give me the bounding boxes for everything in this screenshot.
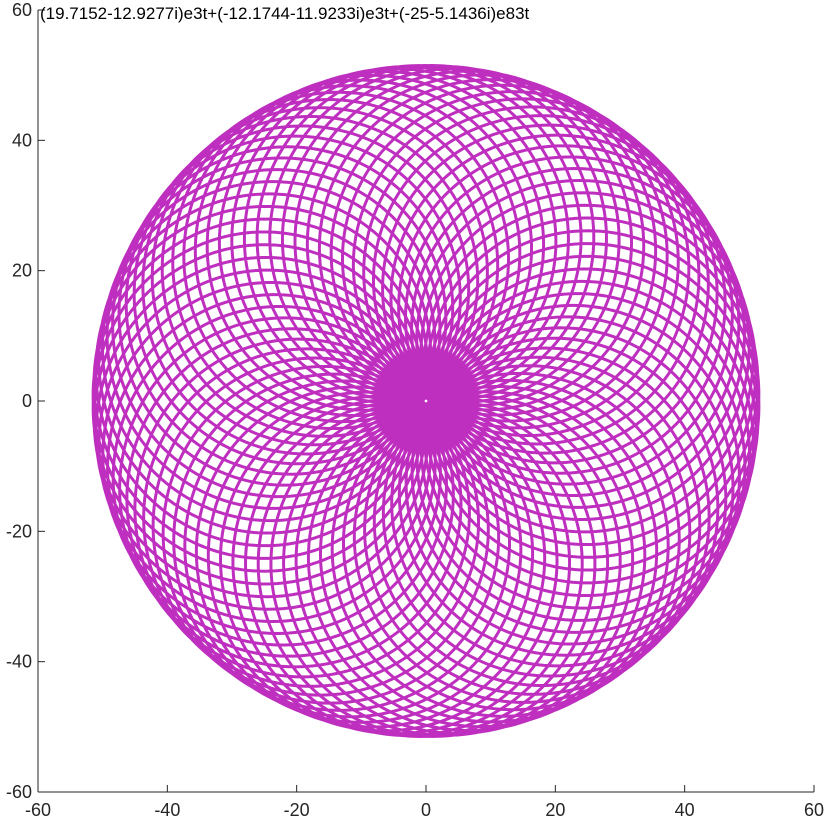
y-tick-label: 40 bbox=[12, 130, 32, 150]
x-tick-label: 20 bbox=[545, 800, 565, 820]
x-tick-label: -40 bbox=[154, 800, 180, 820]
x-tick-label: -60 bbox=[25, 800, 51, 820]
x-tick-label: 40 bbox=[675, 800, 695, 820]
chart-title: (19.7152-12.9277i)e3t+(-12.1744-11.9233i… bbox=[40, 4, 530, 23]
x-tick-label: 60 bbox=[804, 800, 824, 820]
curve-group bbox=[91, 64, 761, 738]
y-tick-label: -60 bbox=[6, 782, 32, 802]
x-tick-label: -20 bbox=[284, 800, 310, 820]
series-line-0 bbox=[91, 64, 761, 738]
y-tick-label: 0 bbox=[22, 391, 32, 411]
y-tick-label: -40 bbox=[6, 652, 32, 672]
y-tick-label: 20 bbox=[12, 261, 32, 281]
y-tick-label: -20 bbox=[6, 521, 32, 541]
ticks: -60 -40 -20 0 20 40 60 -60 -40 -20 0 20 40 60 bbox=[6, 0, 824, 820]
y-tick-label: 60 bbox=[12, 0, 32, 20]
x-tick-label: 0 bbox=[421, 800, 431, 820]
